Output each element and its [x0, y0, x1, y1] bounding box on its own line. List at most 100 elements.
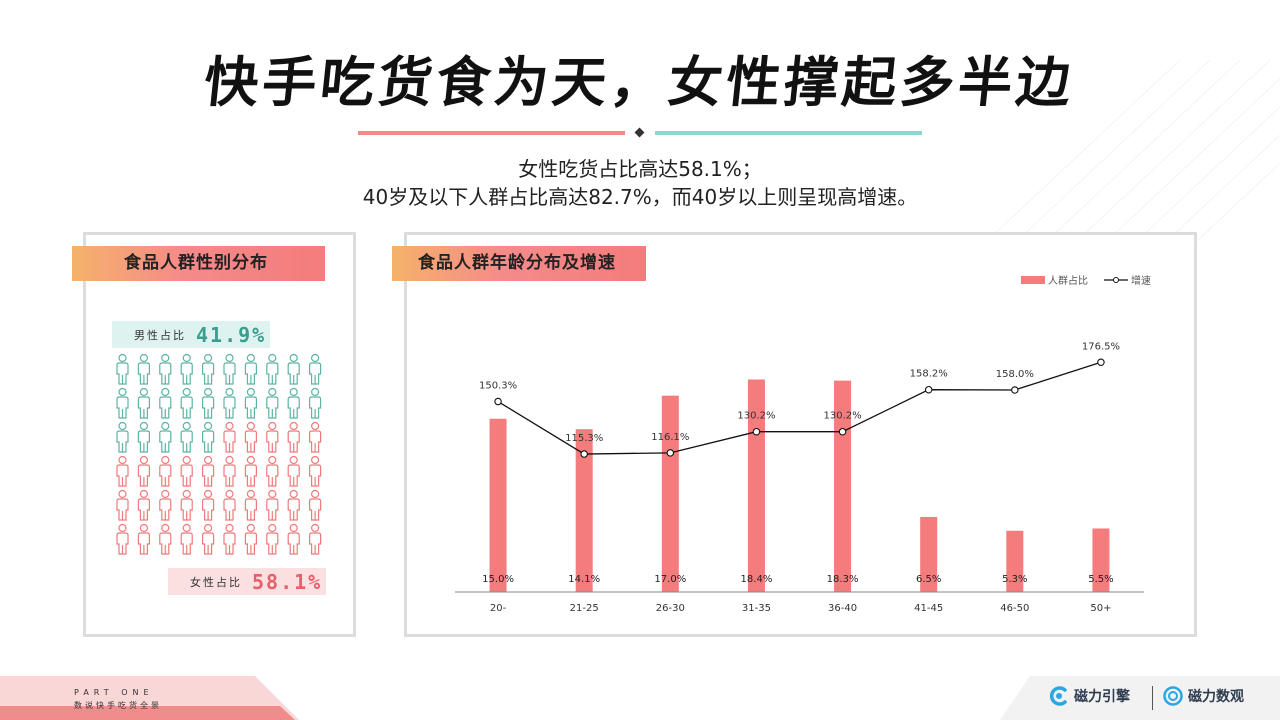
person-icon: [202, 489, 215, 521]
person-icon: [180, 455, 193, 487]
person-icon: [287, 353, 300, 385]
person-icon: [309, 387, 322, 419]
person-icon: [159, 421, 172, 453]
person-icon: [159, 353, 172, 385]
person-icon: [309, 455, 322, 487]
person-icon: [244, 387, 257, 419]
page-subtitle: 女性吃货占比高达58.1%； 40岁及以下人群占比高达82.7%，而40岁以上则…: [0, 155, 1280, 211]
footer-logo-bg: [1000, 676, 1280, 720]
person-icon: [266, 455, 279, 487]
bar: [661, 395, 679, 592]
bar: [489, 418, 507, 592]
growth-point: [580, 450, 588, 458]
age-chart: 15.0% 14.1% 17.0% 18.4% 18.3% 6.5% 5.3% 5.5% 20…: [455, 274, 1151, 614]
growth-data-label: 116.1%: [651, 432, 689, 443]
gender-panel-tag: 食品人群性别分布: [72, 246, 325, 281]
growth-point: [752, 427, 761, 436]
footer-part-label: PART ONE: [74, 688, 154, 697]
cili-engine-icon: [1049, 686, 1067, 706]
person-icon: [244, 489, 257, 521]
growth-point: [1011, 386, 1019, 394]
person-icon: [287, 421, 300, 453]
person-icon: [309, 523, 322, 555]
logo-1-text: 磁力引擎: [1074, 689, 1130, 705]
person-icon: [244, 353, 257, 385]
person-icon: [244, 523, 257, 555]
bar-data-label: 5.5%: [1088, 574, 1113, 585]
bar: [1006, 530, 1024, 592]
person-icon: [116, 489, 129, 521]
person-icon: [309, 489, 322, 521]
person-icon: [137, 523, 150, 555]
person-icon: [116, 523, 129, 555]
person-icon: [137, 455, 150, 487]
bar: [920, 516, 938, 592]
person-icon: [223, 387, 236, 419]
person-icon: [223, 455, 236, 487]
person-icon: [180, 353, 193, 385]
person-icon: [309, 353, 322, 385]
person-icon: [180, 421, 193, 453]
person-icon: [223, 353, 236, 385]
logo-cili-shuguan: 磁力数观: [1162, 685, 1244, 707]
person-icon: [223, 489, 236, 521]
male-stat-label: 男性占比: [134, 328, 186, 342]
person-icon: [180, 523, 193, 555]
person-icon: [159, 387, 172, 419]
x-tick-label: 26-30: [656, 603, 685, 614]
logo-2-text: 磁力数观: [1188, 689, 1244, 705]
male-stat-value: 41.9%: [196, 322, 267, 347]
people-icon-grid: [116, 353, 322, 555]
logo-separator: [1152, 686, 1153, 710]
person-icon: [244, 421, 257, 453]
person-icon: [202, 387, 215, 419]
growth-data-label: 130.2%: [737, 411, 775, 422]
footer-accent: [0, 676, 299, 720]
growth-point: [1097, 358, 1105, 367]
person-icon: [137, 387, 150, 419]
person-icon: [309, 421, 322, 453]
person-icon: [116, 353, 129, 385]
person-icon: [266, 387, 279, 419]
person-icon: [244, 455, 257, 487]
person-icon: [287, 387, 300, 419]
female-stat-label: 女性占比: [190, 575, 242, 589]
title-diamond: [634, 127, 645, 138]
bar-data-label: 15.0%: [482, 574, 514, 585]
person-icon: [287, 489, 300, 521]
person-icon: [202, 353, 215, 385]
x-axis: 20- 21-25 26-30 31-35 36-40 41-45 46-50 50+: [455, 591, 1144, 614]
subtitle-line-2: 40岁及以下人群占比高达82.7%，而40岁以上则呈现高增速。: [362, 185, 918, 209]
person-icon: [180, 489, 193, 521]
x-tick-label: 20-: [490, 603, 507, 614]
growth-point: [924, 385, 933, 394]
person-icon: [116, 421, 129, 453]
person-icon: [180, 387, 193, 419]
age-panel-tag: 食品人群年龄分布及增速: [392, 246, 646, 281]
bar-data-label: 5.3%: [1002, 574, 1027, 585]
person-icon: [202, 455, 215, 487]
logo-cili-engine: 磁力引擎: [1048, 685, 1130, 707]
male-stat-box: 男性占比 41.9%: [112, 321, 270, 348]
growth-data-label: 158.2%: [910, 369, 948, 380]
title-underline-left: [358, 131, 625, 135]
line-layer: 150.3% 115.3% 116.1% 130.2% 130.2% 158.2% 158.…: [479, 341, 1120, 458]
person-icon: [159, 523, 172, 555]
x-tick-label: 36-40: [828, 603, 857, 614]
bar: [1092, 528, 1110, 592]
growth-point: [666, 449, 675, 457]
person-icon: [137, 421, 150, 453]
x-tick-label: 41-45: [914, 603, 943, 614]
person-icon: [266, 421, 279, 453]
legend: 人群占比 增速: [1021, 274, 1151, 287]
growth-data-label: 158.0%: [996, 369, 1034, 380]
person-icon: [159, 489, 172, 521]
person-icon: [116, 387, 129, 419]
subtitle-line-1: 女性吃货占比高达58.1%；: [518, 157, 762, 181]
bar-data-label: 6.5%: [916, 574, 941, 585]
person-icon: [137, 489, 150, 521]
person-icon: [137, 353, 150, 385]
person-icon: [223, 421, 236, 453]
age-panel: [404, 232, 1197, 637]
